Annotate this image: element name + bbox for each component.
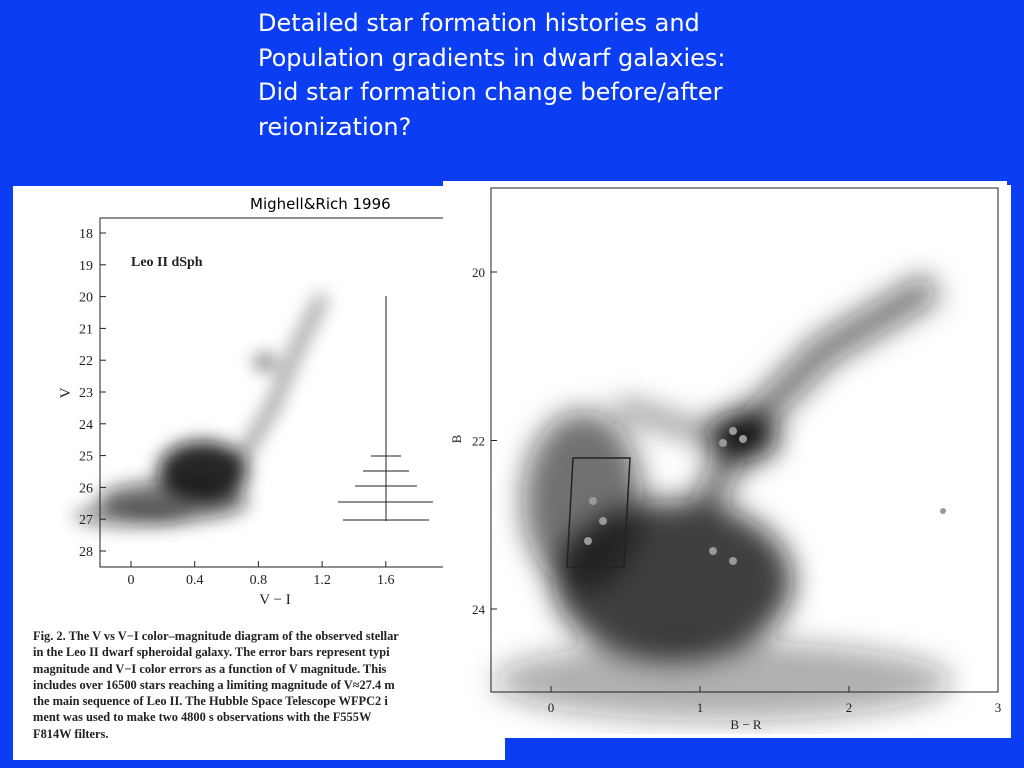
highlight-stars <box>584 427 946 565</box>
y-tick-label: 20 <box>472 265 485 280</box>
caption: Fig. 2. The V vs V−I color–magnitude dia… <box>33 628 503 742</box>
title-line: Detailed star formation histories and <box>258 9 700 37</box>
y-tick-label: 18 <box>79 227 93 242</box>
x-tick-label: 1 <box>697 700 704 715</box>
x-tick-label: 0 <box>548 700 555 715</box>
title-line: reionization? <box>258 112 412 141</box>
y-tick-label: 25 <box>79 450 93 465</box>
x-tick-label: 1.2 <box>313 573 331 588</box>
y-tick-label: 23 <box>79 386 93 401</box>
caption-line: F814W filters. <box>33 726 109 741</box>
y-tick-label: 20 <box>79 291 93 306</box>
panel-label: Leo II dSph <box>131 255 203 270</box>
star-density <box>73 293 328 526</box>
caption-line: magnitude and V−I color errors as a func… <box>33 661 387 676</box>
caption-line: Fig. 2. The V vs V−I color–magnitude dia… <box>33 629 399 643</box>
caption-line: the main sequence of Leo II. The Hubble … <box>33 694 388 709</box>
credit: Mighell&Rich 1996 <box>250 195 391 213</box>
y-tick-label: 19 <box>79 259 93 274</box>
y-tick-label: 24 <box>79 418 93 433</box>
y-tick-label: 28 <box>79 545 93 560</box>
x-tick-label: 2 <box>846 700 853 715</box>
selection-box <box>566 457 631 568</box>
y-axis-label: B <box>449 434 464 443</box>
right-plot: 0 1 2 3 20 22 24 B − R B <box>449 187 1002 732</box>
title-line: Did star formation change before/after <box>258 78 723 106</box>
right-figure: 0 1 2 3 20 22 24 B − R B <box>443 181 1007 734</box>
x-tick-label: 0 <box>128 573 135 588</box>
y-tick-label: 26 <box>79 481 93 496</box>
x-tick-label: 1.6 <box>377 573 395 588</box>
x-tick-label: 0.4 <box>186 573 204 588</box>
y-tick-label: 22 <box>472 434 485 449</box>
x-tick-label: 0.8 <box>250 573 268 588</box>
caption-line: includes over 16500 stars reaching a lim… <box>33 677 395 692</box>
x-tick-label: 3 <box>995 700 1002 715</box>
x-axis-label: B − R <box>730 717 762 732</box>
y-tick-label: 22 <box>79 354 93 369</box>
y-tick-label: 27 <box>79 513 93 528</box>
y-axis-label: V <box>58 387 74 398</box>
left-plot: 0 0.4 0.8 1.2 1.6 18 19 20 21 22 23 24 25 26 27 28 V − I… <box>58 217 505 608</box>
y-tick-label: 21 <box>79 322 93 337</box>
star-density <box>493 273 953 721</box>
caption-line: ment was used to make two 4800 s observa… <box>33 710 372 725</box>
left-figure: 0 0.4 0.8 1.2 1.6 18 19 20 21 22 23 24 25 26 27 28 V − I… <box>13 186 505 760</box>
title-line: Population gradients in dwarf galaxies: <box>258 43 726 72</box>
caption-line: in the Leo II dwarf spheroidal galaxy. T… <box>33 645 390 660</box>
error-bars <box>338 296 433 521</box>
y-tick-label: 24 <box>472 602 486 617</box>
slide-title: Detailed star formation histories and Pop… <box>258 6 726 144</box>
x-axis-label: V − I <box>259 592 291 608</box>
